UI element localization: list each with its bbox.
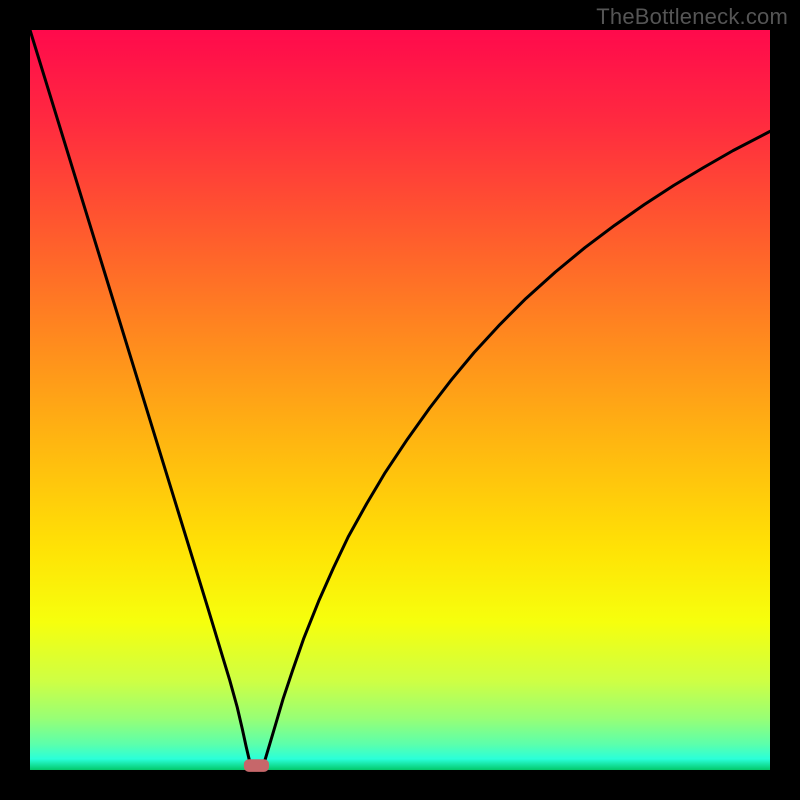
- chart-container: TheBottleneck.com: [0, 0, 800, 800]
- plot-background: [30, 30, 770, 770]
- optimal-marker: [244, 759, 269, 772]
- bottleneck-chart: [0, 0, 800, 800]
- watermark-text: TheBottleneck.com: [596, 4, 788, 30]
